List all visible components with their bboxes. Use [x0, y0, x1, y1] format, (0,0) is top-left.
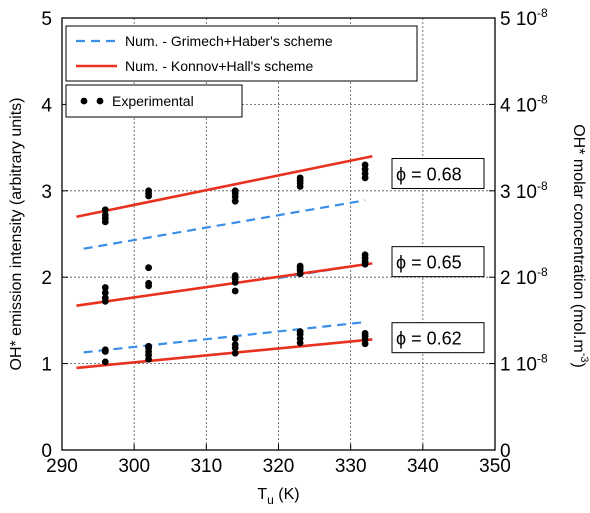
- y-right-tick-label: 5 10-8: [500, 6, 548, 30]
- axis-labels: Tu (K) OH* emission intensity (arbitrary …: [8, 98, 590, 507]
- y-right-label-exponent: -3: [578, 353, 590, 363]
- experimental-point: [296, 328, 304, 336]
- y-right-tick-exponent: -8: [537, 6, 548, 20]
- experimental-point: [296, 174, 304, 182]
- experimental-point: [101, 358, 109, 366]
- experimental-point: [361, 251, 369, 259]
- y-right-tick-main: 5 10: [500, 9, 537, 30]
- legend-label-grimech: Num. - Grimech+Haber's scheme: [125, 33, 333, 49]
- experimental-point: [145, 279, 153, 287]
- y-right-tick-main: 1 10: [500, 355, 537, 376]
- experimental-point: [101, 284, 109, 291]
- y-tick-label: 5: [41, 9, 52, 30]
- x-axis-label: Tu (K): [257, 486, 299, 507]
- x-axis-label-main: T: [257, 486, 267, 503]
- x-tick-label: 290: [46, 456, 78, 477]
- experimental-point: [101, 289, 109, 297]
- experimental-point: [145, 264, 153, 272]
- y-right-label-main: OH* molar concentration (mol.m: [570, 124, 587, 353]
- y-right-tick-main: 4 10: [500, 95, 537, 116]
- experimental-point: [231, 335, 239, 342]
- x-tick-label: 340: [407, 456, 439, 477]
- experimental-point: [101, 294, 109, 302]
- legend-label-experimental: Experimental: [112, 93, 194, 109]
- x-tick-label: 330: [335, 456, 367, 477]
- legend-box-lines: [65, 25, 418, 82]
- y-axis-ticks-right: 01 10-82 10-83 10-84 10-85 10-8: [489, 6, 548, 462]
- experimental-point: [231, 341, 239, 348]
- legend: Num. - Grimech+Haber's scheme Num. - Konn…: [65, 25, 418, 118]
- phi-annotation-box: [391, 158, 485, 190]
- experimental-point: [145, 187, 153, 195]
- experimental-point: [231, 287, 239, 295]
- y-right-tick-exponent: -8: [537, 92, 548, 106]
- y-axis-ticks-left: 0 1 2 3 4 5: [41, 9, 68, 462]
- y-tick-label: 2: [41, 268, 52, 289]
- y-axis-label-right: OH* molar concentration (mol.m-3): [570, 124, 590, 368]
- y-right-tick-label: 2 10-8: [500, 265, 548, 289]
- y-right-label-close: ): [570, 362, 587, 367]
- y-tick-label: 3: [41, 182, 52, 203]
- x-axis-label-subscript: u: [267, 493, 274, 507]
- y-tick-label: 0: [41, 441, 52, 462]
- y-axis-label-left: OH* emission intensity (arbitrary units): [8, 98, 25, 371]
- x-tick-label: 350: [479, 456, 511, 477]
- grimech-line-phi-0.68: [83, 199, 366, 250]
- y-right-tick-label: 0: [500, 441, 511, 462]
- x-tick-label: 320: [263, 456, 295, 477]
- legend-marker-experimental: [80, 97, 88, 105]
- phi-annotation-label: ϕ = 0.62: [396, 329, 462, 349]
- x-tick-label: 300: [118, 456, 150, 477]
- experimental-point: [101, 206, 109, 214]
- grimech-line-phi-0.62: [83, 321, 366, 354]
- y-right-tick-exponent: -8: [537, 265, 548, 279]
- experimental-points: [101, 161, 369, 366]
- phi-annotation-label: ϕ = 0.68: [396, 165, 462, 185]
- y-right-tick-main: 0: [500, 441, 511, 462]
- experimental-point: [231, 349, 239, 357]
- experimental-point: [361, 161, 369, 169]
- phi-annotations: ϕ = 0.68 ϕ = 0.65 ϕ = 0.62: [391, 158, 485, 354]
- konnov-line-phi-0.62: [76, 338, 373, 370]
- phi-annotation-box: [391, 322, 485, 354]
- y-right-tick-label: 1 10-8: [500, 352, 548, 376]
- legend-label-konnov: Num. - Konnov+Hall's scheme: [125, 58, 313, 74]
- experimental-point: [231, 187, 239, 195]
- x-tick-label: 310: [190, 456, 222, 477]
- y-tick-label: 1: [41, 355, 52, 376]
- experimental-point: [231, 272, 239, 279]
- experimental-point: [361, 329, 369, 337]
- series-layer: [76, 154, 373, 370]
- y-right-tick-exponent: -8: [537, 352, 548, 366]
- experimental-point: [101, 346, 109, 354]
- legend-box-experimental: [65, 84, 243, 118]
- experimental-point: [101, 211, 109, 219]
- konnov-line-phi-0.68: [76, 154, 373, 218]
- y-right-tick-exponent: -8: [537, 179, 548, 193]
- experimental-point: [145, 342, 153, 350]
- grid-lines: [62, 18, 495, 450]
- x-axis-label-unit: (K): [274, 486, 300, 503]
- y-right-tick-main: 2 10: [500, 268, 537, 289]
- x-axis-ticks: 290 300 310 320 330 340 350: [46, 444, 511, 477]
- konnov-line-phi-0.65: [76, 262, 373, 307]
- phi-annotation-label: ϕ = 0.65: [396, 253, 462, 273]
- y-right-tick-label: 4 10-8: [500, 92, 548, 116]
- y-tick-label: 4: [41, 95, 52, 116]
- y-right-tick-main: 3 10: [500, 182, 537, 203]
- y-right-tick-label: 3 10-8: [500, 179, 548, 203]
- legend-marker-experimental: [96, 97, 104, 105]
- phi-annotation-box: [391, 246, 485, 278]
- experimental-point: [296, 262, 304, 270]
